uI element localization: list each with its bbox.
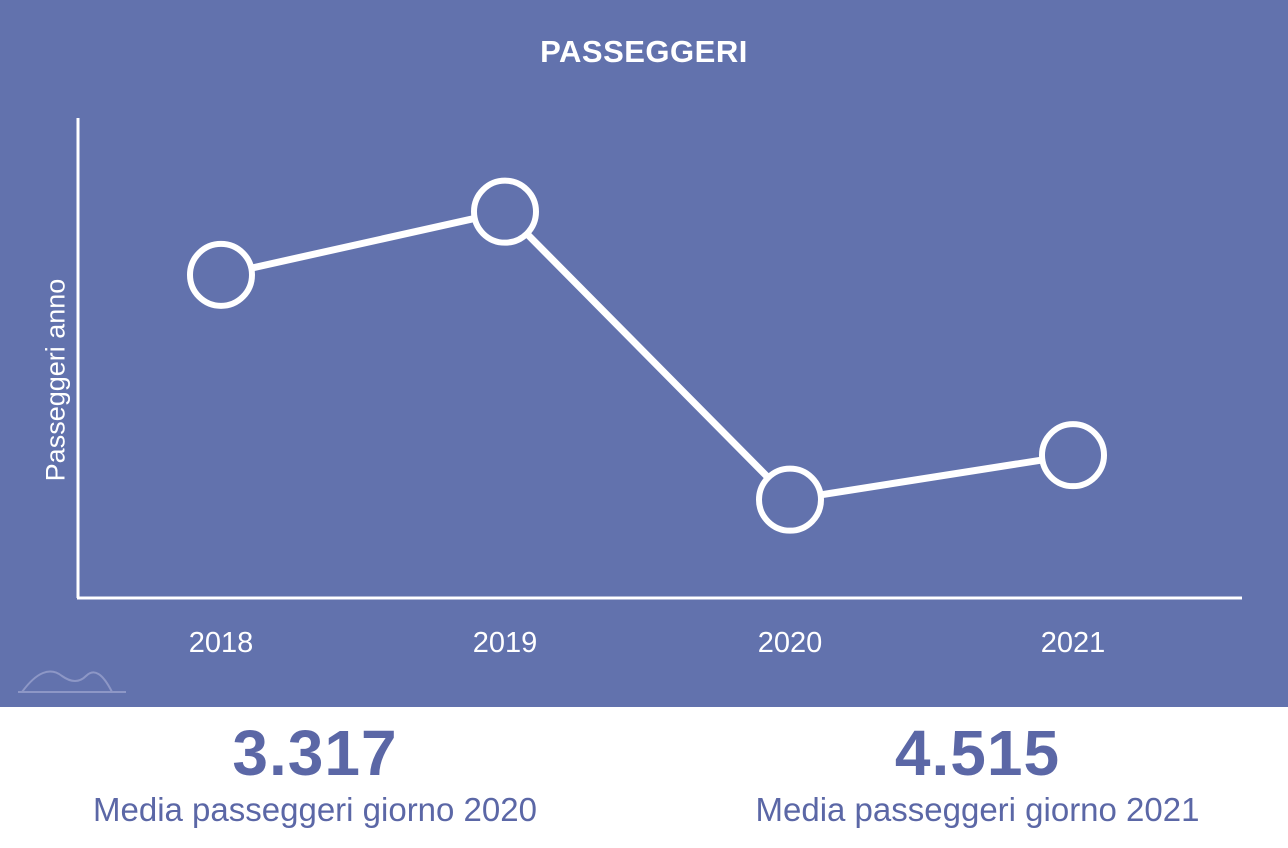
- data-point-2018: [187, 240, 255, 309]
- x-tick-label-2021: 2021: [1041, 627, 1106, 659]
- chart-panel: PASSEGGERI Passeggeri anno 2018 2019 2020 2…: [0, 0, 1288, 707]
- stat-label-2021: Media passeggeri giorno 2021: [755, 791, 1200, 829]
- line-chart: 2018 2019 2020 2021: [18, 118, 1242, 693]
- x-tick-label-2018: 2018: [189, 627, 254, 659]
- data-point-2019: [471, 177, 539, 246]
- mountain-logo-icon: [18, 670, 126, 693]
- stat-value-2020: 3.317: [232, 717, 398, 789]
- x-tick-label-2020: 2020: [758, 627, 823, 659]
- stat-value-2021: 4.515: [894, 717, 1061, 789]
- series-line: [220, 208, 1074, 504]
- data-point-2020: [756, 465, 824, 534]
- x-tick-label-2019: 2019: [473, 627, 538, 659]
- stat-2020: 3.317 Media passeggeri giorno 2020: [40, 718, 590, 830]
- chart-title: PASSEGGERI: [540, 34, 748, 69]
- stat-label-2020: Media passeggeri giorno 2020: [93, 791, 537, 829]
- data-point-2021: [1039, 421, 1107, 490]
- stat-2021: 4.515 Media passeggeri giorno 2021: [700, 718, 1255, 830]
